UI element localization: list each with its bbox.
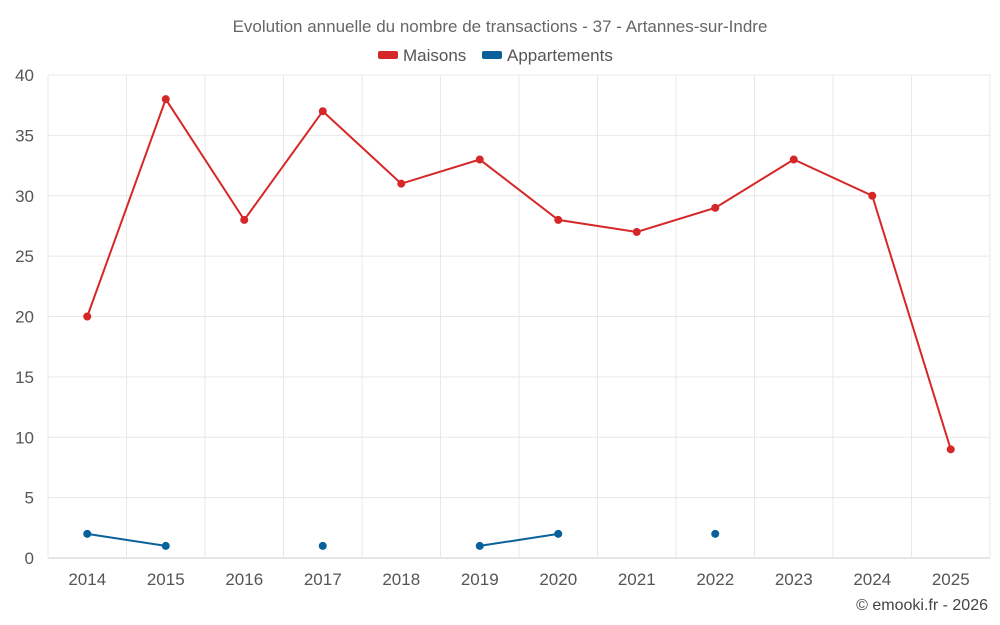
- x-tick-label: 2025: [932, 570, 970, 589]
- y-tick-label: 25: [15, 247, 34, 266]
- x-tick-label: 2020: [539, 570, 577, 589]
- x-tick-label: 2014: [68, 570, 106, 589]
- legend-label-maisons[interactable]: Maisons: [403, 46, 466, 65]
- x-tick-label: 2015: [147, 570, 185, 589]
- x-tick-label: 2019: [461, 570, 499, 589]
- data-point-maisons-2021[interactable]: [632, 227, 641, 236]
- legend[interactable]: Maisons Appartements: [378, 46, 613, 65]
- legend-label-appartements[interactable]: Appartements: [507, 46, 613, 65]
- y-tick-label: 30: [15, 187, 34, 206]
- data-point-maisons-2015[interactable]: [161, 95, 170, 104]
- y-tick-label: 5: [25, 489, 34, 508]
- data-point-maisons-2014[interactable]: [83, 312, 92, 321]
- data-point-maisons-2017[interactable]: [318, 107, 327, 116]
- credit-text: © emooki.fr - 2026: [856, 597, 988, 614]
- series-line-appartements: [479, 532, 559, 547]
- data-point-appartements-2019[interactable]: [475, 541, 484, 550]
- data-point-maisons-2018[interactable]: [397, 179, 406, 188]
- y-tick-label: 20: [15, 308, 34, 327]
- y-tick-label: 0: [25, 549, 34, 568]
- data-point-appartements-2022[interactable]: [711, 529, 720, 538]
- data-point-appartements-2015[interactable]: [161, 541, 170, 550]
- data-point-maisons-2025[interactable]: [946, 445, 955, 454]
- chart-title: Evolution annuelle du nombre de transact…: [233, 17, 768, 36]
- data-point-appartements-2020[interactable]: [554, 529, 563, 538]
- data-point-maisons-2019[interactable]: [475, 155, 484, 164]
- y-tick-label: 35: [15, 126, 34, 145]
- legend-swatch-maisons: [378, 51, 398, 59]
- data-point-maisons-2022[interactable]: [711, 203, 720, 212]
- data-point-appartements-2017[interactable]: [318, 541, 327, 550]
- x-tick-label: 2016: [225, 570, 263, 589]
- y-tick-label: 10: [15, 428, 34, 447]
- grid-lines: [47, 74, 991, 559]
- series-layer: [83, 95, 955, 550]
- x-tick-label: 2021: [618, 570, 656, 589]
- series-line-maisons: [86, 96, 952, 450]
- x-tick-label: 2023: [775, 570, 813, 589]
- data-point-maisons-2024[interactable]: [868, 191, 877, 200]
- y-axis: 0 5 10 15 20 25 30 35 40: [15, 66, 34, 568]
- x-tick-label: 2022: [696, 570, 734, 589]
- data-point-appartements-2014[interactable]: [83, 529, 92, 538]
- x-tick-label: 2018: [382, 570, 420, 589]
- data-point-maisons-2023[interactable]: [789, 155, 798, 164]
- data-point-maisons-2016[interactable]: [240, 215, 249, 224]
- x-tick-label: 2024: [853, 570, 891, 589]
- legend-swatch-appartements: [482, 51, 502, 59]
- series-line-appartements: [87, 532, 166, 547]
- x-tick-label: 2017: [304, 570, 342, 589]
- x-axis: 2014 2015 2016 2017 2018 2019 2020 2021 2022 2023…: [68, 570, 969, 589]
- y-tick-label: 15: [15, 368, 34, 387]
- data-point-maisons-2020[interactable]: [554, 215, 563, 224]
- y-tick-label: 40: [15, 66, 34, 85]
